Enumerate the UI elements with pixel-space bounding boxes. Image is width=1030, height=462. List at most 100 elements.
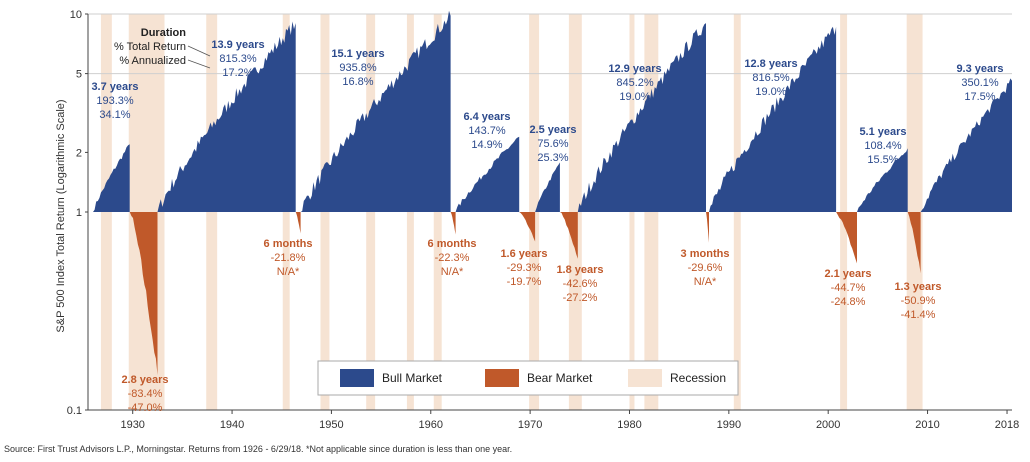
annotation-annualized: -47.0% — [128, 402, 163, 414]
key-total-return: % Total Return — [114, 41, 186, 53]
key-annualized: % Annualized — [119, 55, 186, 67]
y-tick-label: 5 — [76, 69, 82, 81]
annotation-annualized: N/A* — [694, 276, 717, 288]
bull-market-area — [920, 78, 1012, 213]
annotation-annualized: 19.0% — [619, 91, 650, 103]
annotation-annualized: 14.9% — [471, 139, 502, 151]
annotation-total-return: 816.5% — [752, 72, 790, 84]
annotation-total-return: -42.6% — [563, 278, 598, 290]
y-tick-label: 1 — [76, 207, 82, 219]
annotation-total-return: 845.2% — [616, 77, 654, 89]
annotation-total-return: -83.4% — [128, 388, 163, 400]
annotation-total-return: 815.3% — [219, 53, 257, 65]
annotation-duration: 3.7 years — [91, 81, 138, 93]
annotation-duration: 2.5 years — [529, 124, 576, 136]
x-tick-label: 1990 — [717, 419, 741, 431]
bull-annotation: 15.1 years 935.8% 16.8% — [331, 48, 384, 88]
annotations: 3.7 years 193.3% 34.1% 2.8 years -83.4% -47.0… — [91, 39, 1003, 414]
annotation-duration: 1.8 years — [556, 264, 603, 276]
bull-annotation: 9.3 years 350.1% 17.5% — [956, 63, 1003, 103]
annotation-annualized: -24.8% — [831, 296, 866, 308]
annotation-annualized: 17.2% — [222, 67, 253, 79]
bear-annotation: 6 months -21.8% N/A* — [264, 238, 313, 278]
annotation-total-return: 193.3% — [96, 95, 134, 107]
annotation-annualized: -27.2% — [563, 292, 598, 304]
annotation-total-return: -29.3% — [507, 262, 542, 274]
annotation-annualized: 15.5% — [867, 154, 898, 166]
market-areas — [93, 10, 1012, 376]
annotation-key: Duration % Total Return % Annualized — [114, 27, 211, 69]
annotation-total-return: 143.7% — [468, 125, 506, 137]
x-tick-label: 2000 — [816, 419, 840, 431]
bull-market-area — [455, 136, 520, 212]
annotation-annualized: N/A* — [277, 266, 300, 278]
annotation-annualized: 17.5% — [964, 91, 995, 103]
source-footnote: Source: First Trust Advisors L.P., Morni… — [4, 444, 513, 454]
axes: 0.1 1 2 5 10 1930 1940 1950 1960 1970 1980 1990 2000… — [67, 9, 1020, 431]
bear-annotation: 2.1 years -44.7% -24.8% — [824, 268, 871, 308]
annotation-annualized: -19.7% — [507, 276, 542, 288]
x-tick-label: 1930 — [120, 419, 144, 431]
legend-label: Bear Market — [527, 371, 593, 385]
annotation-total-return: -29.6% — [688, 262, 723, 274]
bull-market-area — [93, 144, 130, 212]
bear-market-area — [450, 212, 456, 235]
y-tick-label: 10 — [70, 9, 82, 21]
bull-market-area — [535, 162, 560, 212]
annotation-duration: 5.1 years — [859, 126, 906, 138]
bear-market-area — [559, 212, 578, 259]
bear-annotation: 6 months -22.3% N/A* — [428, 238, 477, 278]
bear-annotation: 1.8 years -42.6% -27.2% — [556, 264, 603, 304]
annotation-duration: 9.3 years — [956, 63, 1003, 75]
bull-market-area — [577, 23, 706, 212]
legend-swatch — [628, 369, 662, 387]
bull-annotation: 2.5 years 75.6% 25.3% — [529, 124, 576, 164]
bear-annotation: 2.8 years -83.4% -47.0% — [121, 374, 168, 414]
annotation-duration: 6 months — [428, 238, 477, 250]
y-tick-label: 2 — [76, 147, 82, 159]
legend-label: Bull Market — [382, 371, 443, 385]
x-tick-label: 2018 — [995, 419, 1019, 431]
bull-annotation: 12.8 years 816.5% 19.0% — [744, 58, 797, 98]
annotation-duration: 1.6 years — [500, 248, 547, 260]
annotation-total-return: 350.1% — [961, 77, 999, 89]
x-tick-label: 2010 — [915, 419, 939, 431]
bear-market-area — [706, 212, 709, 243]
annotation-duration: 1.3 years — [894, 281, 941, 293]
bull-annotation: 12.9 years 845.2% 19.0% — [608, 63, 661, 103]
legend-swatch — [340, 369, 374, 387]
legend-box — [317, 360, 739, 396]
x-tick-label: 1960 — [419, 419, 443, 431]
annotation-total-return: -44.7% — [831, 282, 866, 294]
bull-market-area — [300, 10, 451, 213]
x-tick-label: 1950 — [319, 419, 343, 431]
annotation-annualized: 25.3% — [537, 152, 568, 164]
gridlines — [88, 13, 1012, 75]
annotation-duration: 6 months — [264, 238, 313, 250]
annotation-total-return: -50.9% — [901, 295, 936, 307]
bull-bear-chart: 0.1 1 2 5 10 1930 1940 1950 1960 1970 1980 1990 2000… — [55, 9, 1020, 431]
annotation-total-return: -22.3% — [435, 252, 470, 264]
annotation-duration: 12.9 years — [608, 63, 661, 75]
bear-annotation: 3 months -29.6% N/A* — [681, 248, 730, 288]
bull-annotation: 3.7 years 193.3% 34.1% — [91, 81, 138, 121]
x-tick-label: 1970 — [518, 419, 542, 431]
bull-market-area — [709, 26, 837, 213]
annotation-duration: 2.1 years — [824, 268, 871, 280]
annotation-duration: 3 months — [681, 248, 730, 260]
bear-market-area — [836, 212, 857, 264]
legend-label: Recession — [670, 371, 726, 385]
annotation-total-return: 75.6% — [537, 138, 568, 150]
annotation-annualized: -41.4% — [901, 309, 936, 321]
bull-annotation: 6.4 years 143.7% 14.9% — [463, 111, 510, 151]
annotation-duration: 12.8 years — [744, 58, 797, 70]
bull-market-area — [857, 148, 908, 212]
annotation-duration: 15.1 years — [331, 48, 384, 60]
bull-annotation: 5.1 years 108.4% 15.5% — [859, 126, 906, 166]
annotation-duration: 6.4 years — [463, 111, 510, 123]
key-duration: Duration — [141, 27, 187, 39]
y-tick-label: 0.1 — [67, 405, 82, 417]
legend-swatch — [485, 369, 519, 387]
bear-market-area — [295, 212, 301, 234]
annotation-total-return: 108.4% — [864, 140, 902, 152]
